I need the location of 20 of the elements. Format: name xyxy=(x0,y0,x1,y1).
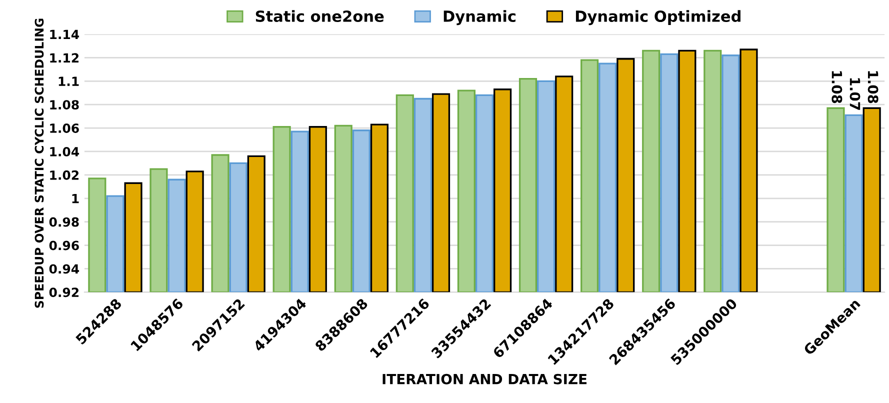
data-label: 1.07 xyxy=(850,78,860,110)
y-tick-label: 1 xyxy=(72,194,79,204)
data-label: 1.08 xyxy=(832,71,842,104)
x-axis-title: ITERATION AND DATA SIZE xyxy=(382,374,587,384)
y-tick-label: 1.04 xyxy=(50,146,80,156)
y-axis-title: SPEEDUP OVER STATIC CYCLIC SCHEDULING xyxy=(34,18,44,308)
y-tick-label: 1.06 xyxy=(50,124,79,133)
legend-label: Dynamic xyxy=(444,10,516,26)
y-tick-label: 1.1 xyxy=(58,76,79,86)
y-tick-label: 0.98 xyxy=(49,217,79,227)
data-label: 1.08 xyxy=(868,71,878,104)
y-tick-label: 1.02 xyxy=(50,170,79,180)
y-tick-label: 0.94 xyxy=(49,264,80,274)
y-tick-label: 1.12 xyxy=(50,53,79,62)
y-tick-label: 1.14 xyxy=(50,30,80,40)
legend-label: Dynamic Optimized xyxy=(576,10,740,26)
legend-label: Static one2one xyxy=(256,10,384,22)
y-tick-label: 0.92 xyxy=(49,288,79,298)
y-tick-label: 1.08 xyxy=(50,100,79,110)
y-tick-label: 0.96 xyxy=(49,240,79,250)
